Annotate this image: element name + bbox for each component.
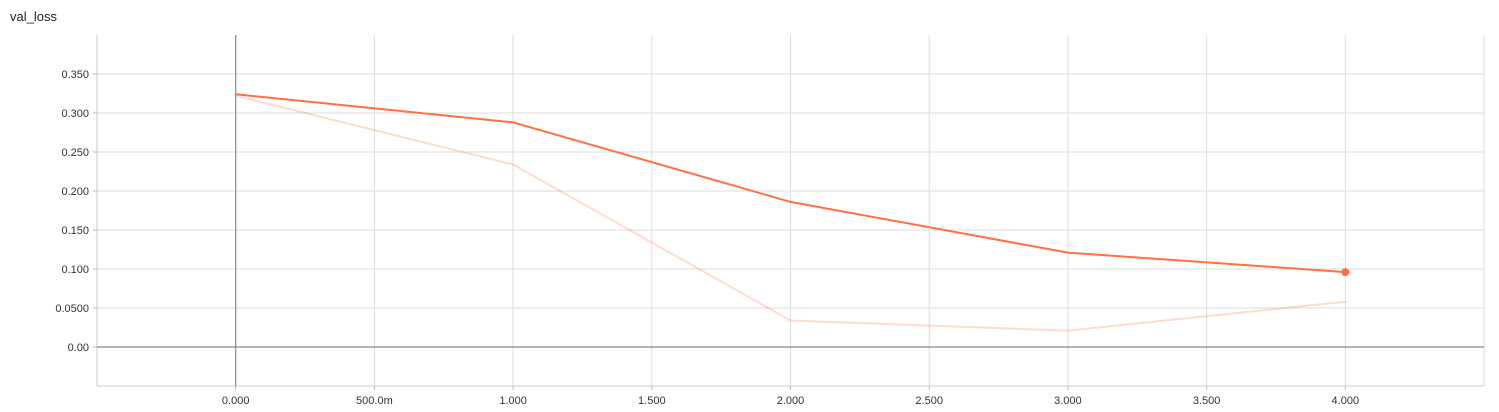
y-tick-label: 0.250 [61, 147, 89, 159]
smoothed-series-line [234, 93, 1347, 274]
x-tick-label: 1.500 [638, 395, 666, 407]
y-tick-label: 0.00 [68, 342, 89, 354]
x-tick-label: 500.0m [356, 395, 393, 407]
x-tick-label: 2.500 [915, 395, 943, 407]
y-tick-label: 0.300 [61, 108, 89, 120]
y-tick-label: 0.200 [61, 186, 89, 198]
y-tick-label: 0.100 [61, 264, 89, 276]
x-tick-label: 4.000 [1332, 395, 1360, 407]
x-tick-label: 0.000 [222, 395, 250, 407]
x-tick-label: 3.500 [1193, 395, 1221, 407]
grid-lines [97, 35, 1485, 386]
last-point-marker [1341, 268, 1350, 277]
y-tick-labels: 0.00 0.0500 0.100 0.150 0.200 0.250 0.300 0.350 [55, 69, 89, 354]
x-tick-label: 2.000 [777, 395, 805, 407]
y-tick-label: 0.0500 [55, 303, 89, 315]
axes [93, 35, 1484, 390]
y-tick-label: 0.150 [61, 225, 89, 237]
y-tick-label: 0.350 [61, 69, 89, 81]
series-lines [234, 93, 1350, 332]
x-tick-labels: 0.000 500.0m 1.000 1.500 2.000 2.500 3.000 3.50… [222, 395, 1359, 407]
x-tick-label: 3.000 [1054, 395, 1082, 407]
raw-series-line [234, 94, 1347, 332]
x-tick-label: 1.000 [499, 395, 527, 407]
chart-title: val_loss [10, 9, 57, 24]
